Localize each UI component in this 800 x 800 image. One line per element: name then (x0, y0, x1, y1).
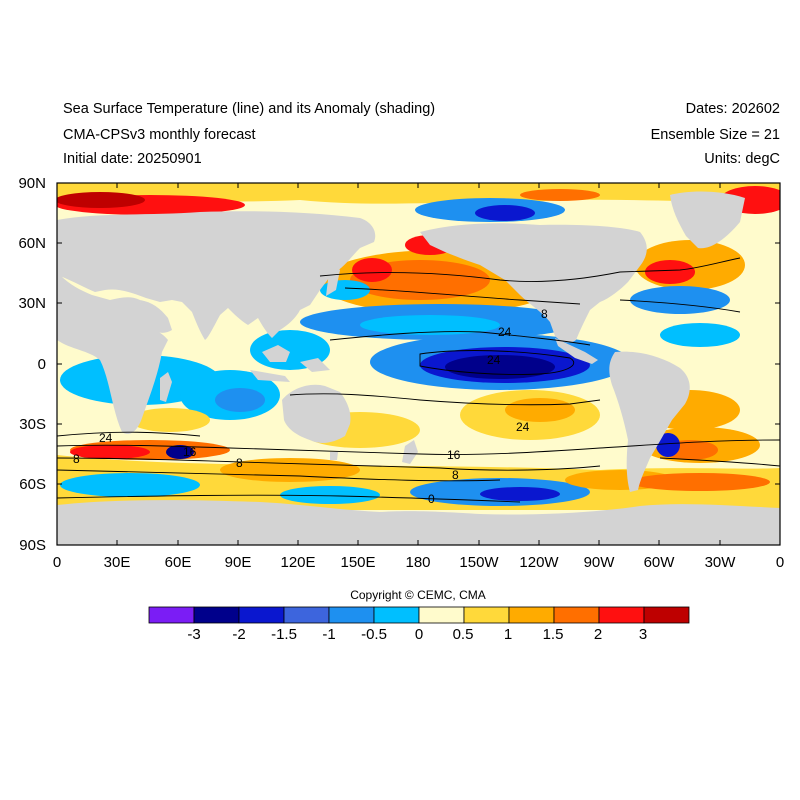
colorbar-swatch (148, 606, 195, 624)
colorbar-swatch (463, 606, 510, 624)
land-masses (57, 191, 780, 545)
colorbar-tick-label: 0 (414, 626, 424, 643)
contour-label: 0 (428, 492, 435, 506)
x-tick-label: 60E (164, 554, 192, 571)
x-tick-label: 180 (405, 554, 431, 571)
colorbar-swatch (643, 606, 690, 624)
colorbar-swatch (283, 606, 330, 624)
colorbar (148, 606, 690, 624)
contour-label: 24 (99, 431, 113, 445)
colorbar-swatch (553, 606, 600, 624)
map-title: Sea Surface Temperature (line) and its A… (63, 101, 436, 117)
y-tick-label: 90S (19, 537, 46, 554)
contour-label-group: 24 24 24 24 16 16 8 8 8 0 8 (73, 307, 548, 506)
colorbar-swatch (418, 606, 465, 624)
colorbar-tick-label: -2 (232, 626, 246, 643)
y-tick-label: 60S (19, 476, 46, 493)
x-tick-label: 0 (52, 554, 62, 571)
colorbar-swatch (373, 606, 420, 624)
colorbar-tick-label: 1.5 (542, 626, 564, 643)
colorbar-swatch (238, 606, 285, 624)
x-tick-label: 60W (643, 554, 675, 571)
copyright-note: Copyright © CEMC, CMA (350, 588, 486, 602)
x-tick-label: 120E (280, 554, 316, 571)
x-tick-label: 150W (459, 554, 499, 571)
y-tick-label: 30S (19, 416, 46, 433)
axis-ticks (57, 182, 780, 546)
contour-label: 24 (516, 420, 530, 434)
contour-label: 16 (447, 448, 461, 462)
colorbar-swatch (598, 606, 645, 624)
colorbar-tick-label: 1 (503, 626, 513, 643)
colorbar-tick-label: 0.5 (452, 626, 474, 643)
x-tick-label: 90E (224, 554, 252, 571)
contour-label: 16 (183, 445, 197, 459)
contour-label: 8 (541, 307, 548, 321)
colorbar-tick-label: -1 (322, 626, 336, 643)
anomaly-shading (57, 183, 780, 510)
x-tick-label: 30E (103, 554, 131, 571)
y-tick-label: 90N (18, 175, 46, 192)
x-tick-label: 0 (775, 554, 785, 571)
x-tick-label: 120W (519, 554, 559, 571)
contour-label: 24 (487, 353, 501, 367)
colorbar-swatch (193, 606, 240, 624)
forecast-dates: Dates: 202602 (685, 101, 780, 117)
x-tick-label: 30W (704, 554, 736, 571)
contour-label: 8 (452, 468, 459, 482)
x-tick-label: 90W (583, 554, 615, 571)
colorbar-tick-label: -3 (187, 626, 201, 643)
colorbar-tick-label: 3 (638, 626, 648, 643)
initial-date: Initial date: 20250901 (63, 151, 202, 167)
colorbar-tick-label: 2 (593, 626, 603, 643)
contour-label: 24 (498, 325, 512, 339)
units-label: Units: degC (704, 151, 780, 167)
colorbar-swatch (508, 606, 555, 624)
ensemble-size: Ensemble Size = 21 (650, 127, 780, 143)
colorbar-swatch (328, 606, 375, 624)
y-tick-label: 30N (18, 295, 46, 312)
y-tick-label: 0 (37, 356, 46, 373)
y-tick-label: 60N (18, 235, 46, 252)
colorbar-tick-label: -0.5 (361, 626, 387, 643)
colorbar-tick-label: -1.5 (271, 626, 297, 643)
sst-contours (57, 257, 780, 503)
contour-label: 8 (73, 452, 80, 466)
model-name: CMA-CPSv3 monthly forecast (63, 127, 256, 143)
x-tick-label: 150E (340, 554, 376, 571)
contour-label: 8 (236, 456, 243, 470)
